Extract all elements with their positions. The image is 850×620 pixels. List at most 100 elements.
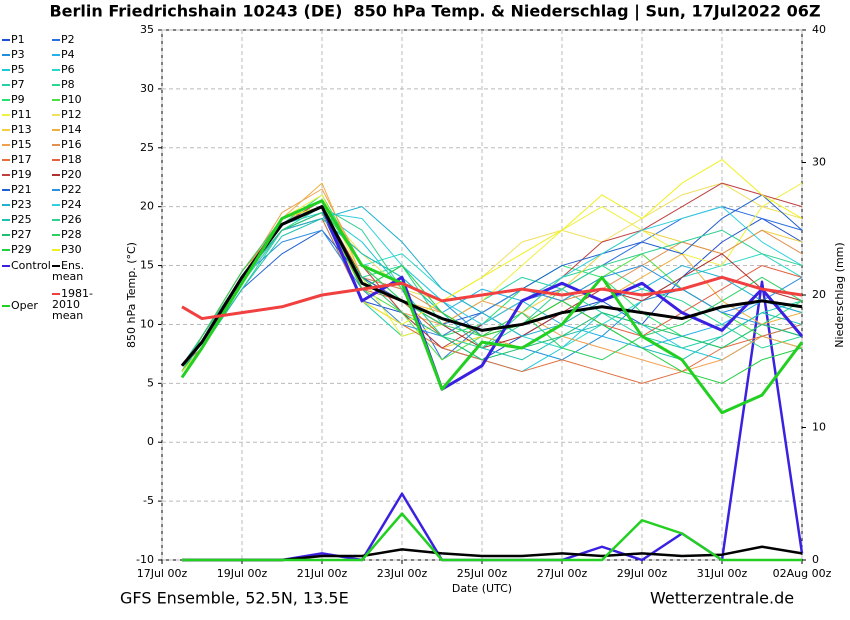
legend-label: P29 (11, 243, 32, 256)
legend-swatch (52, 204, 60, 206)
x-tick-label: 29Jul 00z (617, 567, 668, 580)
legend-label: P27 (11, 228, 32, 241)
y2-tick-label: 0 (812, 553, 819, 566)
legend-label: P24 (61, 198, 82, 211)
chart-title: Berlin Friedrichshain 10243 (DE) 850 hPa… (49, 2, 820, 22)
legend-entry: P27 (2, 229, 62, 240)
legend-entry: P25 (2, 214, 62, 225)
legend-entry: P18 (52, 154, 112, 165)
x-tick-label: 23Jul 00z (377, 567, 428, 580)
legend-label: P16 (61, 138, 82, 151)
legend-label: P7 (11, 78, 25, 91)
legend-label: P14 (61, 123, 82, 136)
source-right: Wetterzentrale.de (650, 589, 794, 608)
legend-swatch (2, 54, 10, 56)
legend-label: P1 (11, 33, 25, 46)
legend-swatch (2, 204, 10, 206)
legend-entry: P6 (52, 64, 112, 75)
legend-label: Ens. mean (52, 259, 85, 283)
legend-swatch (2, 305, 10, 307)
legend-swatch (52, 174, 60, 176)
y2-tick-label: 40 (812, 23, 826, 36)
legend-label: P6 (61, 63, 75, 76)
legend-swatch (52, 114, 60, 116)
legend-swatch (52, 249, 60, 251)
legend-entry: P11 (2, 109, 62, 120)
legend-entry: 1981-2010 mean (52, 288, 112, 321)
legend-entry: P5 (2, 64, 62, 75)
legend-swatch (2, 189, 10, 191)
x-tick-label: 19Jul 00z (217, 567, 268, 580)
legend-entry: Control (2, 260, 62, 271)
legend-swatch (2, 174, 10, 176)
legend-entry: P17 (2, 154, 62, 165)
legend-swatch (52, 293, 60, 295)
x-tick-label: 25Jul 00z (457, 567, 508, 580)
legend-label: 1981-2010 mean (52, 287, 93, 322)
legend-label: P22 (61, 183, 82, 196)
temp-line (180, 199, 804, 415)
legend-label: P12 (61, 108, 82, 121)
y-tick-label: 25 (140, 141, 154, 154)
legend-swatch (52, 39, 60, 41)
y-tick-label: 35 (140, 23, 154, 36)
legend-swatch (52, 99, 60, 101)
legend-swatch (2, 249, 10, 251)
legend-label: P15 (11, 138, 32, 151)
legend-swatch (52, 69, 60, 71)
y2-tick-label: 10 (812, 421, 826, 434)
precip-line (182, 545, 803, 562)
legend-label: P5 (11, 63, 25, 76)
x-tick-label: 02Aug 00z (773, 567, 832, 580)
legend-entry: P24 (52, 199, 112, 210)
legend-label: P4 (61, 48, 75, 61)
legend-entry: P21 (2, 184, 62, 195)
legend-label: Oper (11, 299, 38, 312)
temp-line (181, 275, 803, 321)
legend-label: P30 (61, 243, 82, 256)
y-tick-label: 30 (140, 82, 154, 95)
legend-swatch (2, 114, 10, 116)
legend-entry: P8 (52, 79, 112, 90)
legend-entry: P28 (52, 229, 112, 240)
legend-entry: P16 (52, 139, 112, 150)
legend-swatch (2, 129, 10, 131)
y-tick-label: 10 (140, 317, 154, 330)
legend-entry: Ens. mean (52, 260, 112, 282)
y-tick-label: 20 (140, 200, 154, 213)
legend-label: P11 (11, 108, 32, 121)
legend-swatch (52, 265, 60, 267)
legend-label: P3 (11, 48, 25, 61)
legend-label: P2 (61, 33, 75, 46)
legend-entry: P26 (52, 214, 112, 225)
legend-entry: P3 (2, 49, 62, 60)
legend-entry: P7 (2, 79, 62, 90)
legend-label: P9 (11, 93, 25, 106)
legend-entry: Oper (2, 300, 62, 311)
legend-entry: P4 (52, 49, 112, 60)
y-tick-label: -10 (136, 553, 154, 566)
legend-entry: P29 (2, 244, 62, 255)
legend-label: P25 (11, 213, 32, 226)
precip-line (182, 512, 802, 562)
legend-entry: P20 (52, 169, 112, 180)
legend-label: P28 (61, 228, 82, 241)
legend-label: Control (11, 259, 51, 272)
legend-swatch (2, 69, 10, 71)
x-tick-label: 21Jul 00z (297, 567, 348, 580)
legend-label: P10 (61, 93, 82, 106)
temp-line (181, 217, 803, 384)
legend-entry: P10 (52, 94, 112, 105)
y2-tick-label: 20 (812, 288, 826, 301)
legend-label: P26 (61, 213, 82, 226)
legend-swatch (52, 54, 60, 56)
x-tick-label: 31Jul 00z (697, 567, 748, 580)
legend-swatch (2, 159, 10, 161)
legend-swatch (2, 99, 10, 101)
legend-swatch (2, 39, 10, 41)
temp-line (181, 188, 803, 373)
temp-line (181, 212, 803, 372)
legend-entry: P23 (2, 199, 62, 210)
y2-axis-label: Niederschlag (mm) (833, 242, 846, 347)
